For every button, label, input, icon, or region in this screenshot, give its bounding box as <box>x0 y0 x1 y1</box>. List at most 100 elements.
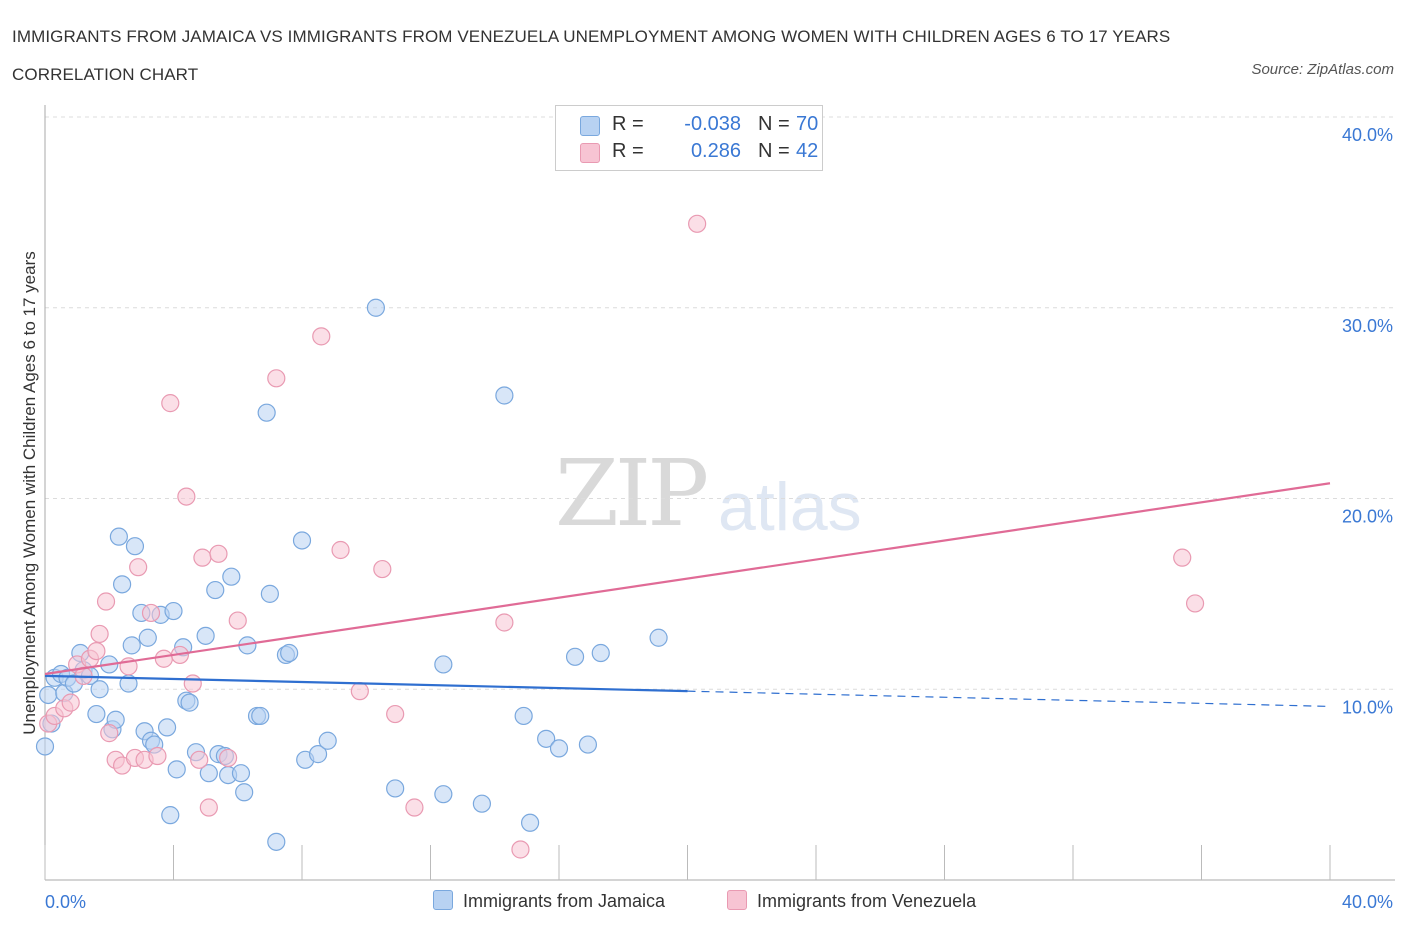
jamaica-point <box>318 731 337 750</box>
jamaica-point <box>472 794 491 813</box>
jamaica-point <box>591 643 610 663</box>
jamaica-point <box>157 718 177 737</box>
venezuela-point <box>1173 548 1192 567</box>
venezuela-point <box>90 624 109 644</box>
y-tick-label: 20.0% <box>1342 507 1393 527</box>
y-tick-label: 10.0% <box>1342 697 1393 717</box>
legend-label-venezuela: Immigrants from Venezuela <box>757 891 977 911</box>
n-value: 42 <box>796 140 819 162</box>
watermark-atlas: atlas <box>718 469 862 545</box>
jamaica-point <box>196 626 215 645</box>
jamaica-point <box>260 584 279 603</box>
n-label: N = <box>758 113 790 135</box>
venezuela-point <box>193 548 212 567</box>
legend-item-venezuela: Immigrants from Venezuela <box>727 890 976 912</box>
venezuela-point <box>183 674 202 693</box>
venezuela-point <box>228 611 247 630</box>
jamaica-trend-extension <box>687 690 1331 708</box>
jamaica-point <box>125 537 145 556</box>
jamaica-point <box>164 601 183 621</box>
venezuela-point <box>386 704 405 724</box>
venezuela-point <box>154 649 173 668</box>
venezuela-point <box>511 840 530 859</box>
axes <box>44 105 1395 881</box>
jamaica-point <box>537 729 556 748</box>
jamaica-point <box>267 832 286 851</box>
jamaica-point <box>90 680 109 699</box>
r-label: R = <box>612 113 644 135</box>
venezuela-swatch <box>580 143 600 163</box>
jamaica-point <box>366 298 385 317</box>
watermark-zip: ZIP <box>555 440 709 547</box>
y-tick-label: 40.0% <box>1342 125 1393 145</box>
y-axis-label: Unemployment Among Women with Children A… <box>20 251 39 735</box>
jamaica-swatch <box>580 116 600 136</box>
venezuela-point <box>405 798 424 817</box>
jamaica-point <box>495 386 514 405</box>
venezuela-point <box>267 369 286 388</box>
venezuela-point <box>148 746 167 766</box>
jamaica-point <box>649 628 668 647</box>
jamaica-point <box>35 737 55 756</box>
venezuela-point <box>495 613 514 632</box>
legend-label-jamaica: Immigrants from Jamaica <box>463 891 666 911</box>
venezuela-point <box>209 544 228 563</box>
jamaica-point <box>514 706 533 726</box>
data-points <box>35 214 1205 859</box>
tick-labels: 10.0% 20.0% 30.0% 40.0% 0.0% 40.0% <box>45 125 1393 912</box>
x-tick-label: 40.0% <box>1342 892 1393 912</box>
y-tick-label: 30.0% <box>1342 316 1393 336</box>
r-label: R = <box>612 140 644 162</box>
chart-title: IMMIGRANTS FROM JAMAICA VS IMMIGRANTS FR… <box>12 27 1171 84</box>
correlation-legend: R = -0.038 N = 70 R = 0.286 N = 42 <box>555 105 823 171</box>
jamaica-point <box>122 636 141 655</box>
n-label: N = <box>758 140 790 162</box>
trend-lines <box>44 482 1331 708</box>
jamaica-point <box>565 647 585 666</box>
venezuela-point <box>61 693 80 712</box>
jamaica-point <box>434 655 453 674</box>
jamaica-point <box>386 779 405 798</box>
jamaica-point <box>222 567 241 586</box>
r-value: -0.038 <box>684 113 741 135</box>
venezuela-swatch <box>727 890 747 910</box>
jamaica-trend-line <box>44 674 688 693</box>
venezuela-point <box>688 214 707 233</box>
jamaica-point <box>292 531 312 550</box>
jamaica-point <box>112 575 132 594</box>
jamaica-point <box>39 685 58 705</box>
jamaica-point <box>549 739 569 758</box>
venezuela-point <box>129 558 148 577</box>
venezuela-point <box>1185 594 1205 613</box>
venezuela-point <box>87 641 106 661</box>
jamaica-point <box>308 745 328 764</box>
jamaica-point <box>280 643 299 663</box>
n-value: 70 <box>796 113 819 135</box>
venezuela-point <box>100 724 119 743</box>
jamaica-point <box>231 764 251 783</box>
jamaica-point <box>180 693 199 712</box>
venezuela-point <box>350 682 369 701</box>
venezuela-point <box>141 603 161 623</box>
legend-item-jamaica: Immigrants from Jamaica <box>433 890 665 912</box>
jamaica-point <box>206 580 225 600</box>
venezuela-point <box>312 327 331 346</box>
jamaica-swatch <box>433 890 453 910</box>
source-note: Source: ZipAtlas.com <box>1251 61 1394 78</box>
venezuela-point <box>190 750 209 769</box>
venezuela-point <box>177 487 196 506</box>
jamaica-point <box>235 783 254 802</box>
r-value: 0.286 <box>690 140 741 162</box>
jamaica-point <box>167 760 186 779</box>
jamaica-point <box>161 806 180 825</box>
jamaica-point <box>109 527 128 546</box>
jamaica-point <box>520 813 540 832</box>
jamaica-point <box>251 706 270 726</box>
venezuela-point <box>161 394 180 413</box>
jamaica-point <box>257 403 276 422</box>
jamaica-point <box>434 785 453 804</box>
venezuela-point <box>199 798 218 817</box>
x-tick-label: 0.0% <box>45 892 86 912</box>
jamaica-point <box>138 628 157 647</box>
venezuela-point <box>219 748 238 768</box>
